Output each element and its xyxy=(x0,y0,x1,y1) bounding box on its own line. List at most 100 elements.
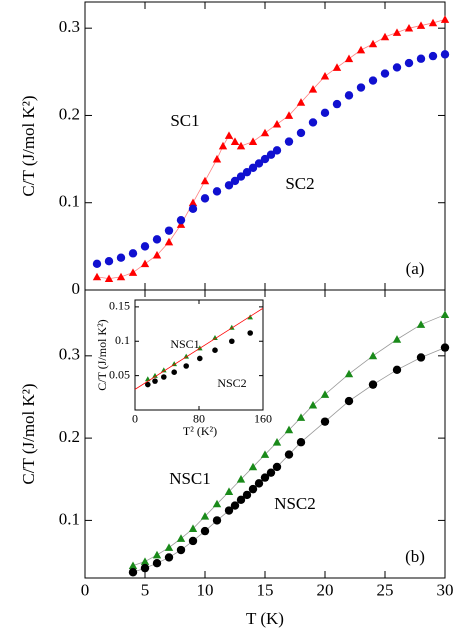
data-point xyxy=(416,320,426,328)
data-point xyxy=(416,353,426,362)
data-point xyxy=(224,487,234,495)
annotation: SC2 xyxy=(285,174,314,193)
data-point xyxy=(171,361,177,367)
data-point xyxy=(320,108,330,118)
data-point xyxy=(224,131,234,139)
data-point xyxy=(152,378,158,384)
data-point xyxy=(230,176,240,186)
data-point xyxy=(145,381,151,388)
data-point xyxy=(356,45,366,54)
data-point xyxy=(140,242,150,251)
data-point xyxy=(242,167,252,177)
data-point xyxy=(128,268,138,276)
data-point xyxy=(236,495,246,505)
annotation: SC1 xyxy=(170,111,199,130)
data-point xyxy=(171,369,177,375)
data-point xyxy=(116,272,126,281)
data-point xyxy=(296,438,306,447)
annotation: NSC1 xyxy=(170,337,199,351)
data-point xyxy=(236,141,246,150)
data-point xyxy=(140,259,150,268)
data-point xyxy=(392,63,402,72)
data-point xyxy=(212,516,222,525)
y-tick-label: 0.15 xyxy=(109,299,130,313)
data-point xyxy=(440,15,450,23)
data-point xyxy=(236,172,246,181)
data-point xyxy=(392,365,402,375)
data-point xyxy=(224,506,234,515)
x-tick-label: 160 xyxy=(254,411,272,425)
data-point xyxy=(284,111,294,119)
plot-frame xyxy=(84,1,446,291)
data-point xyxy=(140,563,150,573)
data-point xyxy=(260,450,270,458)
data-point xyxy=(212,347,218,353)
data-point xyxy=(212,499,222,508)
x-tick-label: 15 xyxy=(257,581,274,600)
data-point xyxy=(212,154,222,163)
data-point xyxy=(272,438,282,446)
data-point xyxy=(284,425,294,434)
data-point xyxy=(356,83,366,92)
data-point xyxy=(164,226,174,235)
data-point xyxy=(392,28,402,36)
data-point xyxy=(229,338,235,345)
data-point xyxy=(248,484,258,494)
data-point xyxy=(416,21,426,29)
data-point xyxy=(212,335,218,341)
data-point xyxy=(380,32,390,41)
series-line xyxy=(134,307,264,390)
data-point xyxy=(440,343,450,352)
data-point xyxy=(200,176,210,185)
data-point xyxy=(320,71,330,80)
data-point xyxy=(260,473,270,482)
data-point xyxy=(92,272,102,281)
data-point xyxy=(200,526,210,536)
x-tick-label: 25 xyxy=(377,581,394,600)
annotation: NSC1 xyxy=(169,469,211,488)
data-point xyxy=(368,380,378,389)
data-point xyxy=(161,374,167,380)
data-point xyxy=(183,363,189,369)
data-point xyxy=(176,545,186,555)
data-point xyxy=(296,98,306,106)
data-point xyxy=(380,69,390,78)
data-point xyxy=(164,543,174,551)
data-point xyxy=(260,154,270,164)
data-point xyxy=(320,417,330,426)
y-axis-label: C/T (J/mol K²) xyxy=(95,319,109,390)
data-point xyxy=(440,50,450,59)
data-point xyxy=(368,351,378,360)
y-tick-label: 0.05 xyxy=(109,367,130,381)
data-point xyxy=(284,137,294,146)
x-tick-label: 20 xyxy=(317,581,334,600)
data-point xyxy=(92,259,102,269)
data-point xyxy=(296,413,306,421)
y-tick-label: 0.2 xyxy=(59,427,80,446)
data-point xyxy=(176,534,186,542)
data-point xyxy=(284,450,294,459)
data-point xyxy=(332,99,342,109)
series-line xyxy=(96,19,446,280)
data-point xyxy=(128,561,138,570)
data-point xyxy=(236,475,246,483)
data-point xyxy=(200,194,210,203)
data-point xyxy=(152,235,162,244)
annotation: (a) xyxy=(406,259,425,278)
y-tick-label: 0 xyxy=(72,279,81,298)
data-point xyxy=(254,159,264,168)
data-point xyxy=(416,54,426,63)
x-axis-label: T (K) xyxy=(246,609,284,628)
data-point xyxy=(230,137,240,145)
annotation: NSC2 xyxy=(274,494,316,513)
data-point xyxy=(308,118,318,127)
data-point xyxy=(247,330,253,336)
data-point xyxy=(164,237,174,246)
data-point xyxy=(248,163,258,173)
data-point xyxy=(272,462,282,472)
data-point xyxy=(260,128,270,137)
data-point xyxy=(218,141,228,150)
annotation: NSC2 xyxy=(217,376,246,390)
data-point xyxy=(161,367,167,373)
